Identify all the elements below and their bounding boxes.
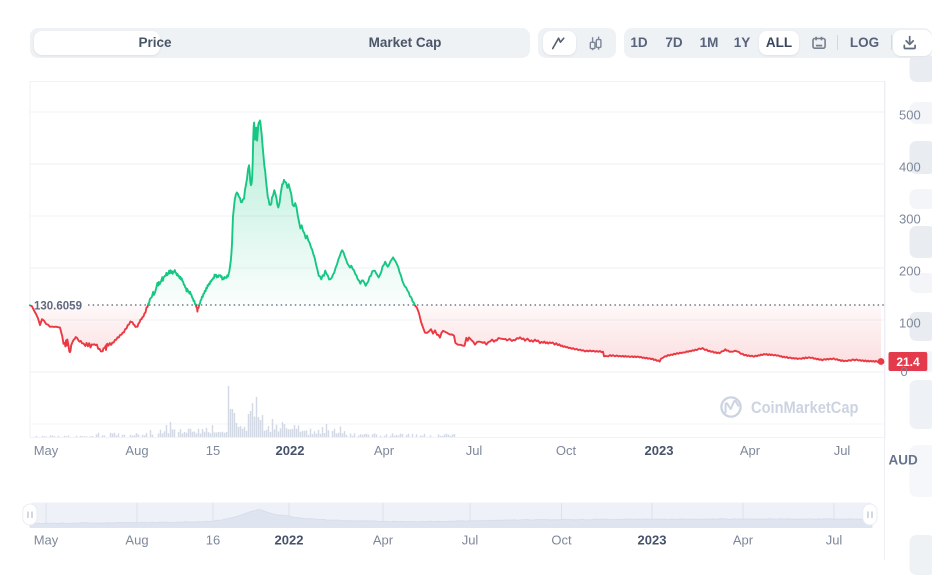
svg-text:15: 15 bbox=[206, 443, 220, 458]
svg-text:130.6059: 130.6059 bbox=[34, 301, 82, 313]
svg-text:Jul: Jul bbox=[826, 533, 843, 548]
svg-text:May: May bbox=[34, 443, 59, 458]
svg-text:200: 200 bbox=[899, 264, 921, 279]
svg-text:16: 16 bbox=[206, 533, 220, 548]
svg-text:Jul: Jul bbox=[462, 533, 479, 548]
svg-text:May: May bbox=[34, 533, 59, 548]
svg-text:Apr: Apr bbox=[740, 443, 761, 458]
svg-text:2023: 2023 bbox=[638, 533, 667, 548]
svg-text:500: 500 bbox=[899, 108, 921, 123]
svg-text:300: 300 bbox=[899, 212, 921, 227]
svg-text:AUD: AUD bbox=[889, 453, 918, 468]
svg-text:0: 0 bbox=[901, 364, 908, 379]
svg-text:2022: 2022 bbox=[275, 533, 304, 548]
svg-text:21.4: 21.4 bbox=[896, 355, 920, 369]
svg-text:Apr: Apr bbox=[373, 533, 394, 548]
svg-text:400: 400 bbox=[899, 160, 921, 175]
svg-text:Jul: Jul bbox=[466, 443, 483, 458]
svg-text:Apr: Apr bbox=[733, 533, 754, 548]
svg-text:Oct: Oct bbox=[551, 533, 572, 548]
svg-text:Aug: Aug bbox=[125, 443, 148, 458]
svg-text:2023: 2023 bbox=[645, 443, 674, 458]
svg-text:Apr: Apr bbox=[374, 443, 395, 458]
svg-text:100: 100 bbox=[899, 316, 921, 331]
svg-text:CoinMarketCap: CoinMarketCap bbox=[751, 398, 859, 417]
svg-text:Jul: Jul bbox=[834, 443, 851, 458]
svg-text:Oct: Oct bbox=[556, 443, 577, 458]
svg-text:Aug: Aug bbox=[125, 533, 148, 548]
svg-text:2022: 2022 bbox=[276, 443, 305, 458]
